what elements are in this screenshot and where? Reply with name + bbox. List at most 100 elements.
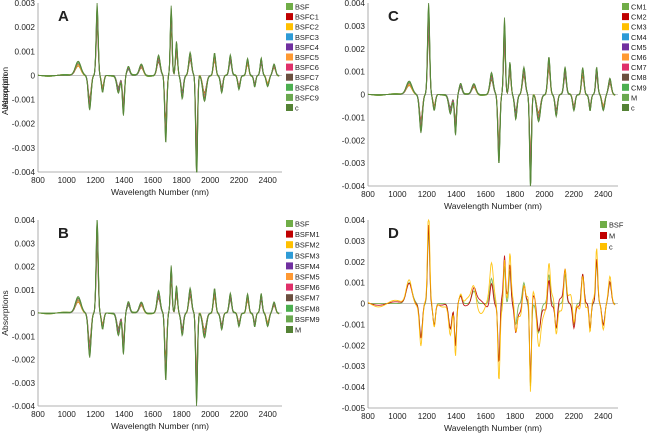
y-tick-label: -0.004 [12,402,36,411]
y-tick-label: 0 [30,71,35,80]
series-line-BSFM9 [38,219,280,404]
legend-label: BSFM1 [295,230,320,239]
legend-label: CM2 [631,13,647,22]
x-tick-label: 1400 [115,176,134,185]
x-axis-label: Wavelength Number (nm) [444,423,542,433]
series-line-BSFC6 [38,13,280,169]
x-tick-label: 800 [361,190,375,199]
series-line-BSFM6 [38,228,280,394]
legend-swatch [286,53,293,61]
legend-swatch [286,251,293,259]
legend-swatch [286,315,293,323]
legend-label: BSFM7 [295,294,320,303]
y-tick-label: 0.002 [15,23,36,32]
x-axis-label: Wavelength Number (nm) [111,421,209,431]
legend-label: BSFC7 [295,73,319,82]
legend-label: c [631,104,635,113]
panel-C: -0.004 -0.003 -0.002 -0.001 0 0.001 0.002 0.003… [0,0,647,211]
x-tick-label: 2000 [201,410,220,419]
x-axis-label: Wavelength Number (nm) [444,201,542,211]
legend-swatch [622,83,629,91]
legend-label: BSFM5 [295,273,320,282]
y-tick-label: 0.002 [345,258,366,267]
series-line-CM8 [367,10,616,182]
y-tick-label: 0.004 [345,216,366,225]
y-tick-label: 0.001 [345,68,366,77]
legend-swatch [286,63,293,71]
x-tick-label: 1400 [447,412,466,421]
legend-swatch [622,63,629,71]
y-tick-label: -0.004 [342,182,366,191]
x-tick-label: 1800 [506,190,525,199]
panel-letter: A [58,8,69,25]
legend-label: BSF [295,3,310,12]
legend-label: BSFM4 [295,262,320,271]
legend-label: BSFM2 [295,241,320,250]
y-tick-label: -0.002 [342,136,366,145]
y-axis-label: Absorptions [0,290,10,335]
x-axis-label: Wavelength Number (nm) [111,187,209,197]
x-tick-label: 1200 [418,412,437,421]
x-tick-label: 2000 [201,176,220,185]
y-tick-label: 0 [360,300,365,309]
x-tick-label: 1000 [388,190,407,199]
series-line-BSFC2 [37,22,280,153]
panel-letter: C [388,8,399,25]
y-tick-label: 0.003 [15,239,36,248]
y-axis-label: Absorption [0,74,10,115]
y-tick-label: -0.001 [12,332,36,341]
y-tick-label: 0.001 [345,279,366,288]
series-line-BSFM7 [37,225,280,397]
series-line-BSFC4 [38,17,280,161]
legend-swatch [286,283,293,291]
x-tick-label: 1400 [447,190,466,199]
legend-swatch [286,43,293,51]
legend-swatch [622,13,629,21]
legend-swatch [622,23,629,31]
x-tick-label: 1400 [115,410,134,419]
x-tick-label: 1600 [477,412,496,421]
x-tick-label: 2400 [594,190,613,199]
series-line-BSFM4 [37,235,280,387]
y-tick-label: -0.004 [342,383,366,392]
x-tick-label: 800 [361,412,375,421]
series-line-BSF [38,28,280,147]
legend-swatch [622,53,629,61]
legend-label: M [609,232,615,241]
legend-swatch [600,221,607,228]
legend-swatch [600,232,607,239]
y-tick-label: 0.001 [15,286,36,295]
legend-label: CM9 [631,83,647,92]
y-tick-label: -0.001 [342,113,366,122]
series-line-CM9 [367,6,616,185]
x-tick-label: 2200 [565,190,584,199]
series-line-BSFC9 [38,5,280,173]
legend-label: BSFM6 [295,283,320,292]
panel-D: -0.005 -0.004 -0.003 -0.002 -0.001 0 0.001 0.00… [342,216,624,433]
y-tick-label: 0.001 [15,47,36,56]
y-tick-label: -0.002 [12,356,36,365]
legend-swatch [286,294,293,302]
y-tick-label: -0.003 [342,362,366,371]
series-line-CM1 [368,33,616,158]
x-tick-label: 1000 [388,412,407,421]
legend-label: M [295,326,301,335]
legend-swatch [622,104,629,111]
legend-swatch [286,273,293,280]
y-axis-label: Absorption [0,67,10,108]
y-tick-label: 0.003 [345,237,366,246]
panel-letter: D [388,225,399,242]
x-tick-label: 2000 [535,190,554,199]
y-tick-label: 0.004 [15,216,36,225]
x-tick-label: 1800 [506,412,525,421]
y-tick-label: 0.003 [15,0,36,8]
panel-A: -0.004 -0.003 -0.002 -0.001 0 0.001 0.002 0.003… [0,0,319,197]
legend-swatch [286,73,293,81]
y-tick-label: -0.002 [12,120,36,129]
legend-label: BSFC8 [295,83,319,92]
legend-swatch [286,326,293,333]
legend-swatch [286,3,293,10]
series-line-BSFC5 [37,14,280,165]
y-tick-label: 0 [360,91,365,100]
legend-label: BSFC3 [295,33,319,42]
